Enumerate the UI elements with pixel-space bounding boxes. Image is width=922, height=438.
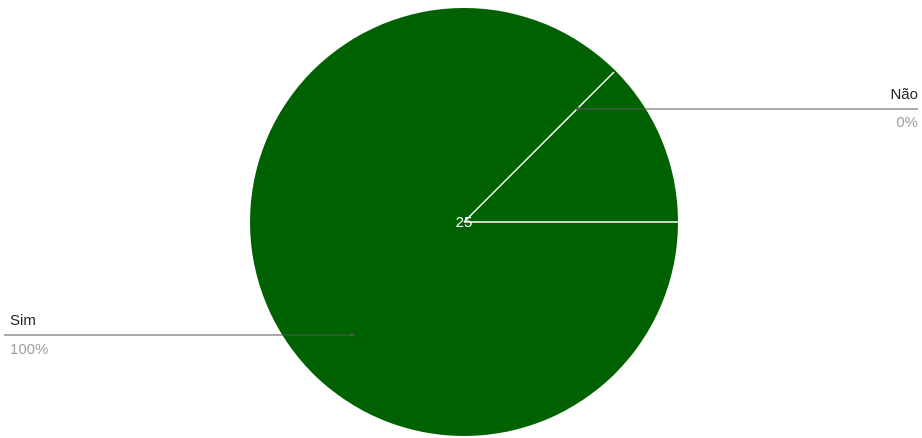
slice-label-sim: Sim <box>10 312 36 329</box>
leader-line-sim-dot <box>350 333 354 337</box>
slice-label-nao: Não <box>890 86 918 103</box>
separator-diagonal <box>463 71 615 223</box>
slice-percent-nao: 0% <box>896 114 918 131</box>
leader-line-nao-dot <box>576 107 580 111</box>
leader-lines <box>4 107 918 337</box>
slice-percent-sim: 100% <box>10 341 48 358</box>
slice-separators <box>463 71 678 223</box>
center-value-label: 25 <box>456 214 473 231</box>
